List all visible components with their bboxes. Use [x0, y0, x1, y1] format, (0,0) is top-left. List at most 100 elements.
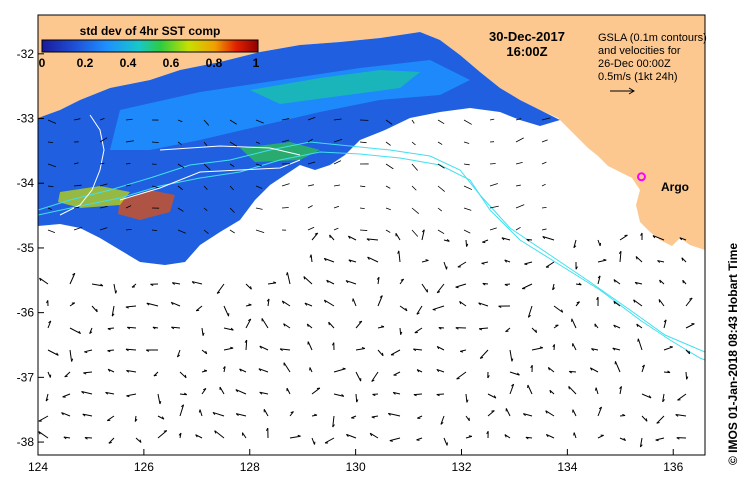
velocity-arrow-icon [179, 404, 185, 417]
velocity-arrow-icon [307, 138, 313, 143]
velocity-arrow-icon [526, 238, 533, 242]
map-time: 16:00Z [506, 44, 547, 59]
velocity-arrow-icon [487, 410, 495, 417]
velocity-arrow-icon [255, 141, 260, 144]
colorbar-tick: 0.4 [120, 56, 137, 70]
colorbar-tick: 1 [253, 56, 260, 70]
velocity-arrow-icon [597, 434, 604, 439]
velocity-arrow-icon [399, 305, 408, 312]
velocity-arrow-icon [203, 119, 210, 126]
gsla-contour [38, 141, 705, 353]
velocity-arrow-icon [333, 160, 342, 165]
velocity-arrow-icon [309, 254, 313, 263]
velocity-arrow-icon [572, 409, 577, 417]
velocity-arrow-icon [549, 389, 555, 395]
velocity-arrow-icon [366, 238, 379, 241]
velocity-arrow-icon [597, 239, 602, 247]
velocity-arrow-icon [212, 411, 225, 417]
velocity-arrow-icon [346, 433, 357, 439]
velocity-arrow-icon [179, 392, 188, 396]
velocity-arrow-icon [635, 256, 643, 263]
velocity-arrow-icon [597, 275, 601, 285]
velocity-arrow-icon [367, 256, 379, 263]
velocity-arrow-icon [486, 430, 489, 439]
velocity-arrow-icon [527, 305, 533, 318]
velocity-arrow-icon [541, 117, 551, 121]
velocity-arrow-icon [459, 300, 467, 307]
velocity-arrow-icon [157, 393, 162, 405]
velocity-arrow-icon [47, 141, 54, 143]
velocity-arrow-icon [348, 259, 357, 263]
velocity-arrow-icon [463, 229, 471, 234]
velocity-arrow-icon [465, 415, 470, 422]
velocity-arrow-icon [73, 206, 80, 209]
velocity-arrow-icon [515, 184, 521, 187]
velocity-arrow-icon [411, 119, 415, 124]
velocity-arrow-icon [421, 283, 428, 293]
velocity-arrow-icon [619, 413, 626, 417]
velocity-arrow-icon [465, 393, 469, 403]
velocity-arrow-icon [387, 412, 401, 417]
velocity-arrow-icon [69, 349, 74, 362]
velocity-arrow-icon [201, 327, 205, 336]
velocity-arrow-icon [663, 319, 667, 329]
velocity-arrow-icon [47, 163, 57, 168]
velocity-arrow-icon [311, 413, 318, 417]
velocity-arrow-icon [108, 437, 115, 444]
velocity-arrow-icon [641, 364, 645, 373]
velocity-arrow-icon [663, 345, 673, 351]
velocity-arrow-icon [328, 321, 335, 329]
y-tick-label: -32 [17, 47, 35, 61]
velocity-arrow-icon [151, 141, 159, 144]
velocity-arrow-icon [359, 185, 366, 188]
velocity-arrow-icon [265, 427, 269, 439]
velocity-arrow-icon [489, 163, 496, 165]
velocity-arrow-icon [73, 226, 83, 231]
velocity-arrow-icon [178, 432, 182, 439]
y-tick-label: -37 [17, 370, 35, 384]
velocity-arrow-icon [152, 326, 159, 330]
velocity-arrow-icon [636, 323, 643, 329]
velocity-arrow-icon [214, 430, 225, 439]
velocity-arrow-icon [229, 207, 235, 213]
velocity-arrow-icon [487, 393, 497, 399]
velocity-arrow-icon [99, 205, 108, 209]
y-tick-label: -34 [17, 176, 35, 190]
velocity-arrow-icon [547, 367, 555, 373]
velocity-arrow-icon [151, 229, 158, 231]
velocity-arrow-icon [613, 324, 621, 329]
velocity-arrow-icon [393, 371, 401, 376]
velocity-arrow-icon [134, 415, 138, 422]
velocity-arrow-icon [307, 226, 315, 231]
velocity-arrow-icon [99, 118, 105, 121]
velocity-arrow-icon [437, 185, 445, 192]
velocity-arrow-icon [515, 137, 524, 143]
velocity-arrow-icon [478, 302, 489, 307]
velocity-arrow-icon [541, 206, 547, 209]
velocity-arrow-icon [99, 137, 108, 143]
velocity-arrow-icon [541, 139, 548, 143]
velocity-arrow-icon [432, 305, 445, 311]
velocity-arrow-icon [89, 327, 93, 334]
velocity-arrow-icon [542, 236, 555, 241]
gsla-contour [38, 151, 705, 361]
velocity-arrow-icon [281, 118, 290, 121]
velocity-arrow-icon [329, 234, 335, 241]
velocity-arrow-icon [198, 409, 203, 417]
velocity-arrow-icon [399, 327, 403, 335]
credit-text: © IMOS 01-Jan-2018 08:43 Hobart Time [726, 243, 740, 465]
velocity-arrow-icon [223, 327, 234, 331]
velocity-arrow-icon [399, 278, 405, 285]
velocity-arrow-icon [553, 305, 564, 313]
velocity-arrow-icon [323, 257, 335, 263]
velocity-arrow-icon [443, 238, 450, 242]
velocity-arrow-icon [395, 232, 401, 241]
velocity-arrow-icon [640, 232, 643, 241]
velocity-arrow-icon [679, 237, 687, 241]
velocity-arrow-icon [421, 259, 429, 263]
velocity-arrow-icon [289, 434, 301, 439]
legend-line-1: GSLA (0.1m contours) [598, 32, 707, 44]
velocity-arrow-icon [106, 415, 115, 422]
velocity-arrow-icon [355, 393, 359, 403]
velocity-arrow-icon [146, 349, 159, 352]
